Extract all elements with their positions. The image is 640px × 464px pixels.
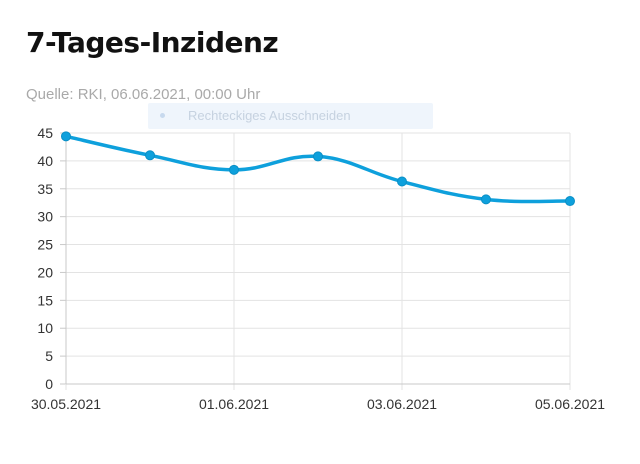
data-point	[481, 194, 491, 205]
x-axis-ticks: 30.05.2021 01.06.2021 03.06.2021 05.06.2021	[31, 396, 605, 412]
y-tick-label: 5	[45, 348, 53, 364]
series-points	[61, 131, 575, 207]
y-axis-ticks: 0 5 10 15 20 25 30 35 40 45	[37, 125, 53, 392]
data-point	[145, 150, 155, 161]
data-point	[313, 151, 323, 162]
y-tick-label: 15	[37, 292, 53, 308]
x-tick-label: 05.06.2021	[535, 396, 605, 412]
data-point	[61, 131, 71, 142]
snip-mode-icon	[160, 113, 165, 118]
y-tick-label: 10	[37, 320, 53, 336]
x-tick-label: 03.06.2021	[367, 396, 437, 412]
x-tick-label: 30.05.2021	[31, 396, 101, 412]
y-tick-label: 20	[37, 264, 53, 280]
chart-grid	[60, 132, 571, 390]
y-tick-label: 25	[37, 237, 53, 253]
x-tick-label: 01.06.2021	[199, 396, 269, 412]
y-tick-label: 30	[37, 209, 53, 225]
chart-title: 7-Tages-Inzidenz	[26, 26, 279, 59]
series-line	[64, 134, 572, 204]
source-note: Quelle: RKI, 06.06.2021, 00:00 Uhr	[26, 86, 261, 103]
y-tick-label: 45	[37, 125, 53, 141]
snip-mode-overlay: Rechteckiges Ausschneiden	[148, 103, 433, 129]
y-tick-label: 35	[37, 181, 53, 197]
data-point	[397, 176, 407, 187]
y-tick-label: 0	[45, 376, 53, 392]
data-point	[565, 196, 575, 207]
snip-mode-label: Rechteckiges Ausschneiden	[188, 108, 351, 123]
data-point	[229, 164, 239, 175]
y-tick-label: 40	[37, 153, 53, 169]
